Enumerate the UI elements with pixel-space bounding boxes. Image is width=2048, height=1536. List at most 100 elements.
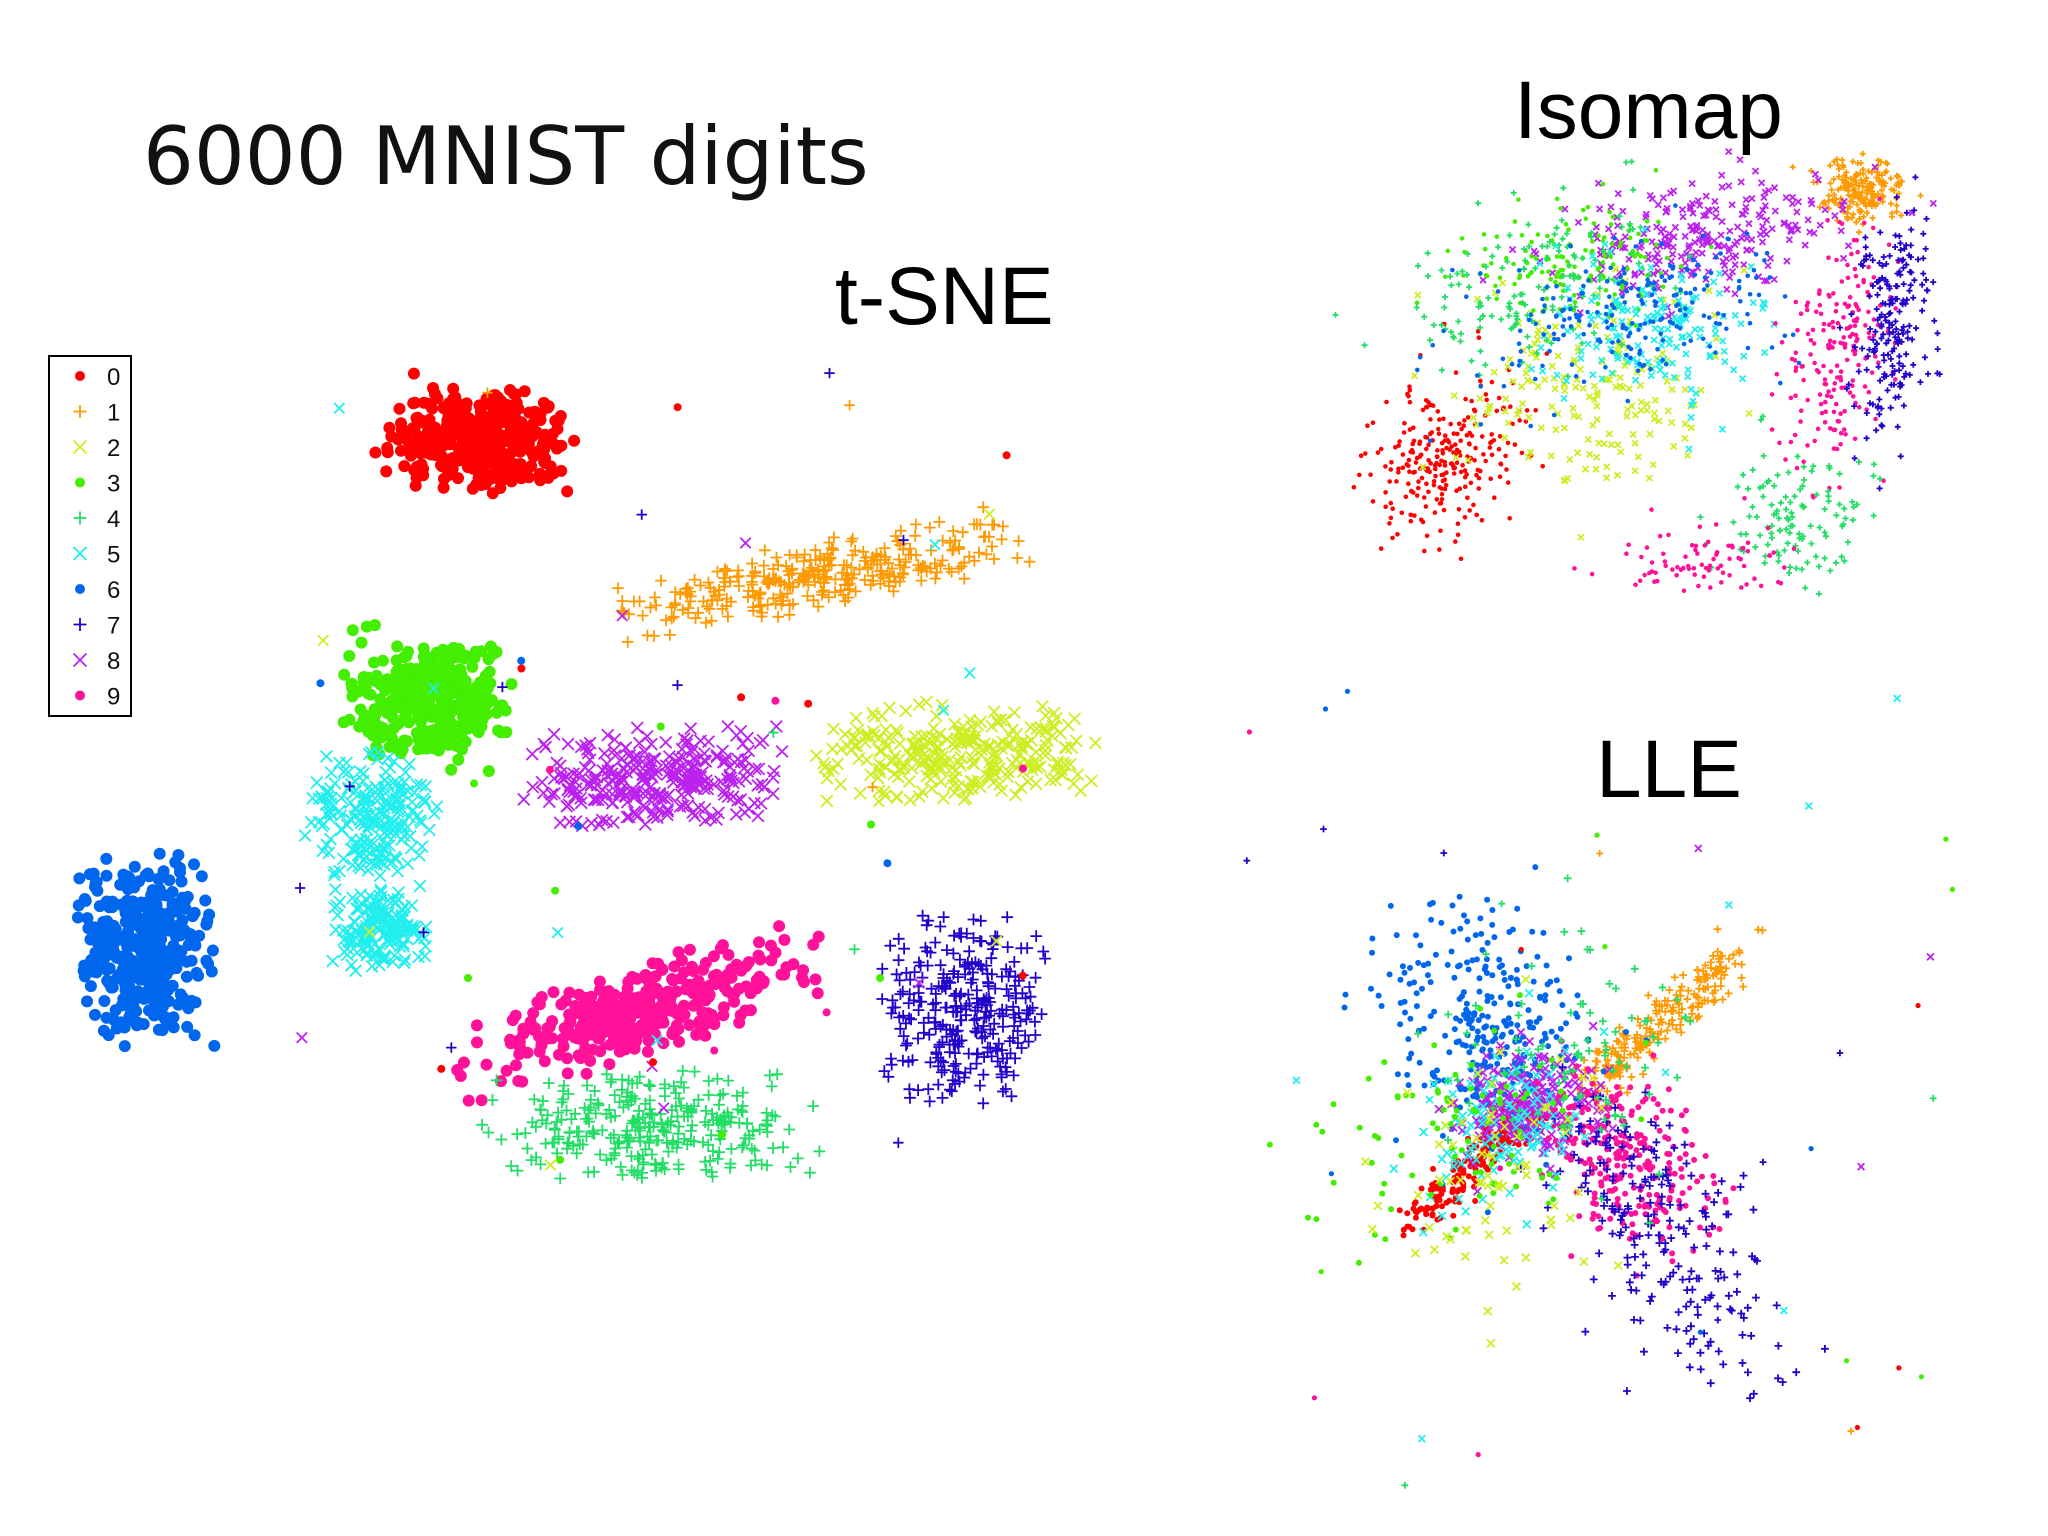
tsne-point-digit-4 [644,1080,657,1092]
isomap-point-digit-8 [1625,255,1633,263]
isomap-point-digit-0 [1428,417,1433,422]
tsne-point-digit-1 [912,559,925,571]
tsne-point-digit-3 [505,678,518,691]
isomap-point-digit-6 [1751,268,1757,273]
isomap-point-digit-6 [1517,358,1522,364]
isomap-point-digit-5 [1678,276,1686,284]
tsne-point-digit-3 [395,690,408,702]
isomap-point-digit-9 [1831,325,1836,330]
isomap-point-digit-6 [1609,349,1615,355]
tsne-point-digit-3 [458,691,471,704]
isomap-point-digit-4 [1448,282,1455,289]
isomap-point-digit-4 [1475,200,1482,207]
tsne-point-digit-8 [739,537,752,549]
isomap-point-digit-5 [1577,354,1585,362]
isomap-point-digit-8 [1619,207,1627,215]
isomap-point-digit-2 [1410,372,1419,380]
tsne-point-digit-3 [404,666,417,679]
tsne-point-digit-1 [747,604,760,617]
tsne-point-digit-3 [482,765,495,778]
isomap-point-digit-0 [1465,415,1471,420]
tsne-point-digit-7 [1037,945,1050,958]
tsne-point-digit-9 [753,936,765,949]
isomap-point-digit-6 [1568,244,1573,249]
isomap-point-digit-3 [1497,275,1503,281]
isomap-point-digit-2 [1623,405,1632,414]
isomap-point-digit-6 [1581,379,1587,385]
isomap-point-digit-5 [1730,366,1738,374]
isomap-point-digit-0 [1434,497,1440,502]
isomap-point-digit-2 [1631,467,1639,475]
isomap-point-digit-3 [1442,274,1448,280]
isomap-point-digit-6 [1670,264,1676,270]
tsne-point-digit-0 [504,384,516,396]
tsne-point-digit-9 [573,1051,586,1064]
isomap-point-digit-5 [1740,352,1748,360]
tsne-point-digit-7 [1035,1008,1048,1020]
tsne-point-digit-6 [206,944,219,957]
tsne-point-digit-7 [967,913,980,926]
tsne-point-digit-3 [492,724,505,737]
tsne-point-digit-9 [708,1018,721,1031]
isomap-point-digit-6 [1692,286,1698,292]
isomap-point-digit-0 [1457,486,1463,492]
isomap-point-digit-2 [1414,291,1422,299]
isomap-point-digit-2 [1592,453,1601,461]
isomap-point-digit-0 [1469,433,1475,439]
isomap-point-digit-4 [1524,333,1531,340]
isomap-point-digit-3 [1553,279,1558,285]
tsne-point-digit-3 [478,705,491,718]
tsne-point-digit-9 [811,987,824,1000]
tsne-point-digit-3 [398,651,411,664]
isomap-point-digit-9 [1853,273,1859,279]
tsne-point-digit-5 [348,915,362,929]
tsne-point-digit-3 [499,704,512,717]
tsne-point-digit-9 [687,965,700,977]
tsne-point-digit-3 [470,779,479,788]
isomap-point-digit-6 [1692,272,1698,278]
isomap-point-digit-3 [1529,239,1534,245]
tsne-point-digit-2 [1007,706,1021,720]
isomap-point-digit-3 [1597,265,1602,270]
tsne-point-digit-8 [608,732,622,746]
isomap-point-digit-0 [1388,515,1394,521]
isomap-point-digit-0 [1424,481,1429,487]
isomap-point-digit-6 [1546,324,1552,330]
tsne-point-digit-5 [398,900,412,914]
tsne-point-digit-2 [936,791,950,805]
lle-title: LLE [1596,724,1742,815]
tsne-point-digit-3 [433,702,446,715]
isomap-point-digit-4 [1361,342,1368,349]
tsne-point-digit-1 [732,570,745,582]
isomap-point-digit-2 [1634,453,1642,461]
tsne-point-digit-5 [422,823,436,837]
tsne-point-digit-3 [454,678,467,691]
tsne-point-digit-7 [893,974,906,987]
isomap-point-digit-0 [1419,475,1425,481]
tsne-point-digit-4 [646,1148,658,1161]
tsne-point-digit-2 [983,508,996,521]
isomap-point-digit-6 [1415,367,1420,373]
tsne-point-digit-3 [343,650,356,662]
isomap-point-digit-8 [1726,227,1734,235]
isomap-point-digit-4 [1482,361,1489,368]
isomap-point-digit-6 [1715,311,1721,316]
tsne-point-digit-1 [878,542,891,554]
tsne-point-digit-2 [1009,788,1023,802]
isomap-point-digit-3 [1558,206,1563,211]
isomap-point-digit-6 [1717,321,1723,327]
isomap-point-digit-0 [1410,441,1415,447]
tsne-point-digit-1 [749,567,761,579]
tsne-point-digit-9 [638,1026,651,1039]
tsne-point-digit-1 [669,586,682,598]
tsne-point-digit-5 [336,852,350,866]
isomap-point-digit-6 [1609,322,1614,328]
isomap-point-digit-0 [1505,480,1511,485]
isomap-point-digit-0 [1439,440,1445,446]
tsne-point-digit-9 [778,933,791,946]
tsne-point-digit-1 [867,781,878,793]
isomap-point-digit-2 [1450,391,1458,400]
tsne-point-digit-6 [144,928,157,941]
isomap-point-digit-6 [1705,283,1710,288]
isomap-point-digit-3 [1583,216,1589,221]
